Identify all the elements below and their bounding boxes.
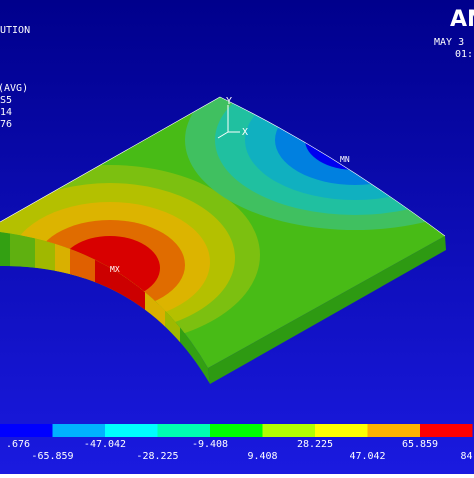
min-label: MN	[340, 155, 350, 164]
legend-label: .676	[6, 439, 30, 450]
legend-label: -28.225	[136, 451, 178, 462]
legend-label: 9.408	[247, 451, 277, 462]
time: 01:	[455, 49, 473, 60]
legend-swatch	[210, 424, 263, 437]
title: UTION	[0, 25, 30, 36]
max-label: MX	[110, 265, 120, 274]
legend-swatch	[52, 424, 105, 437]
info-line: 14	[0, 107, 12, 118]
legend-label: -9.408	[192, 439, 228, 450]
info-line: S5	[0, 95, 12, 106]
info-line: 76	[0, 119, 12, 130]
legend-label: 84.6	[460, 451, 474, 462]
legend-swatch	[367, 424, 420, 437]
legend-label: 28.225	[297, 439, 333, 450]
legend-swatch	[0, 424, 53, 437]
legend-label: 65.859	[402, 439, 438, 450]
legend-swatch	[105, 424, 158, 437]
legend-label: -65.859	[31, 451, 73, 462]
legend-swatch	[262, 424, 315, 437]
info-line: (AVG)	[0, 83, 28, 94]
axis-label: X	[242, 127, 248, 138]
logo: AN	[450, 7, 474, 32]
legend-swatch	[315, 424, 368, 437]
legend-swatch	[157, 424, 210, 437]
legend-swatch	[420, 424, 473, 437]
legend-label: 47.042	[349, 451, 385, 462]
legend-label: -47.042	[84, 439, 126, 450]
date: MAY 3	[434, 37, 464, 48]
axis-label: Y	[226, 96, 232, 107]
axis-triad	[217, 105, 240, 139]
